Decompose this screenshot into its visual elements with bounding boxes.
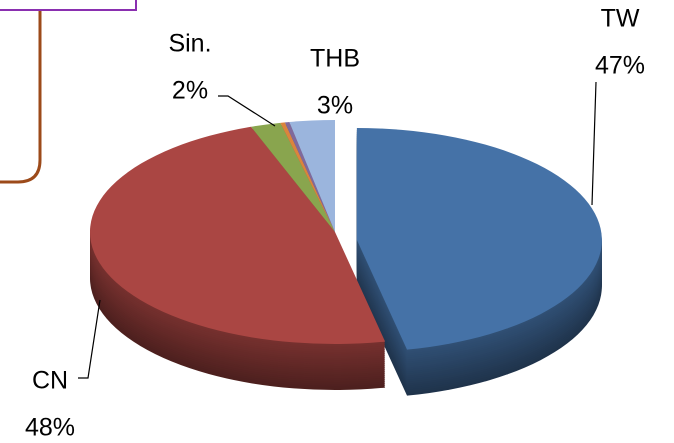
slice-value-label: 2% [172, 77, 208, 105]
slice-label: TW [601, 5, 640, 33]
callout-box [0, 0, 137, 11]
leader-line [591, 81, 597, 206]
slice [284, 121, 335, 232]
callout-frame [0, 0, 42, 184]
slice [289, 120, 335, 232]
labels: TW 47% CN 48% Sin. 2% THB 3% [25, 5, 645, 442]
slice-value-label: 48% [25, 414, 75, 442]
leader-line [78, 299, 101, 379]
slice [280, 122, 335, 232]
leader-line [218, 95, 276, 127]
slice-label: THB [310, 45, 360, 73]
slice-value-label: 3% [317, 92, 353, 120]
slice-label: CN [32, 367, 68, 395]
slice-value-label: 47% [595, 52, 645, 80]
slice [356, 128, 602, 350]
pie-tops [90, 120, 602, 350]
slice [90, 126, 386, 344]
slice-label: Sin. [168, 30, 211, 58]
slice [251, 122, 335, 232]
